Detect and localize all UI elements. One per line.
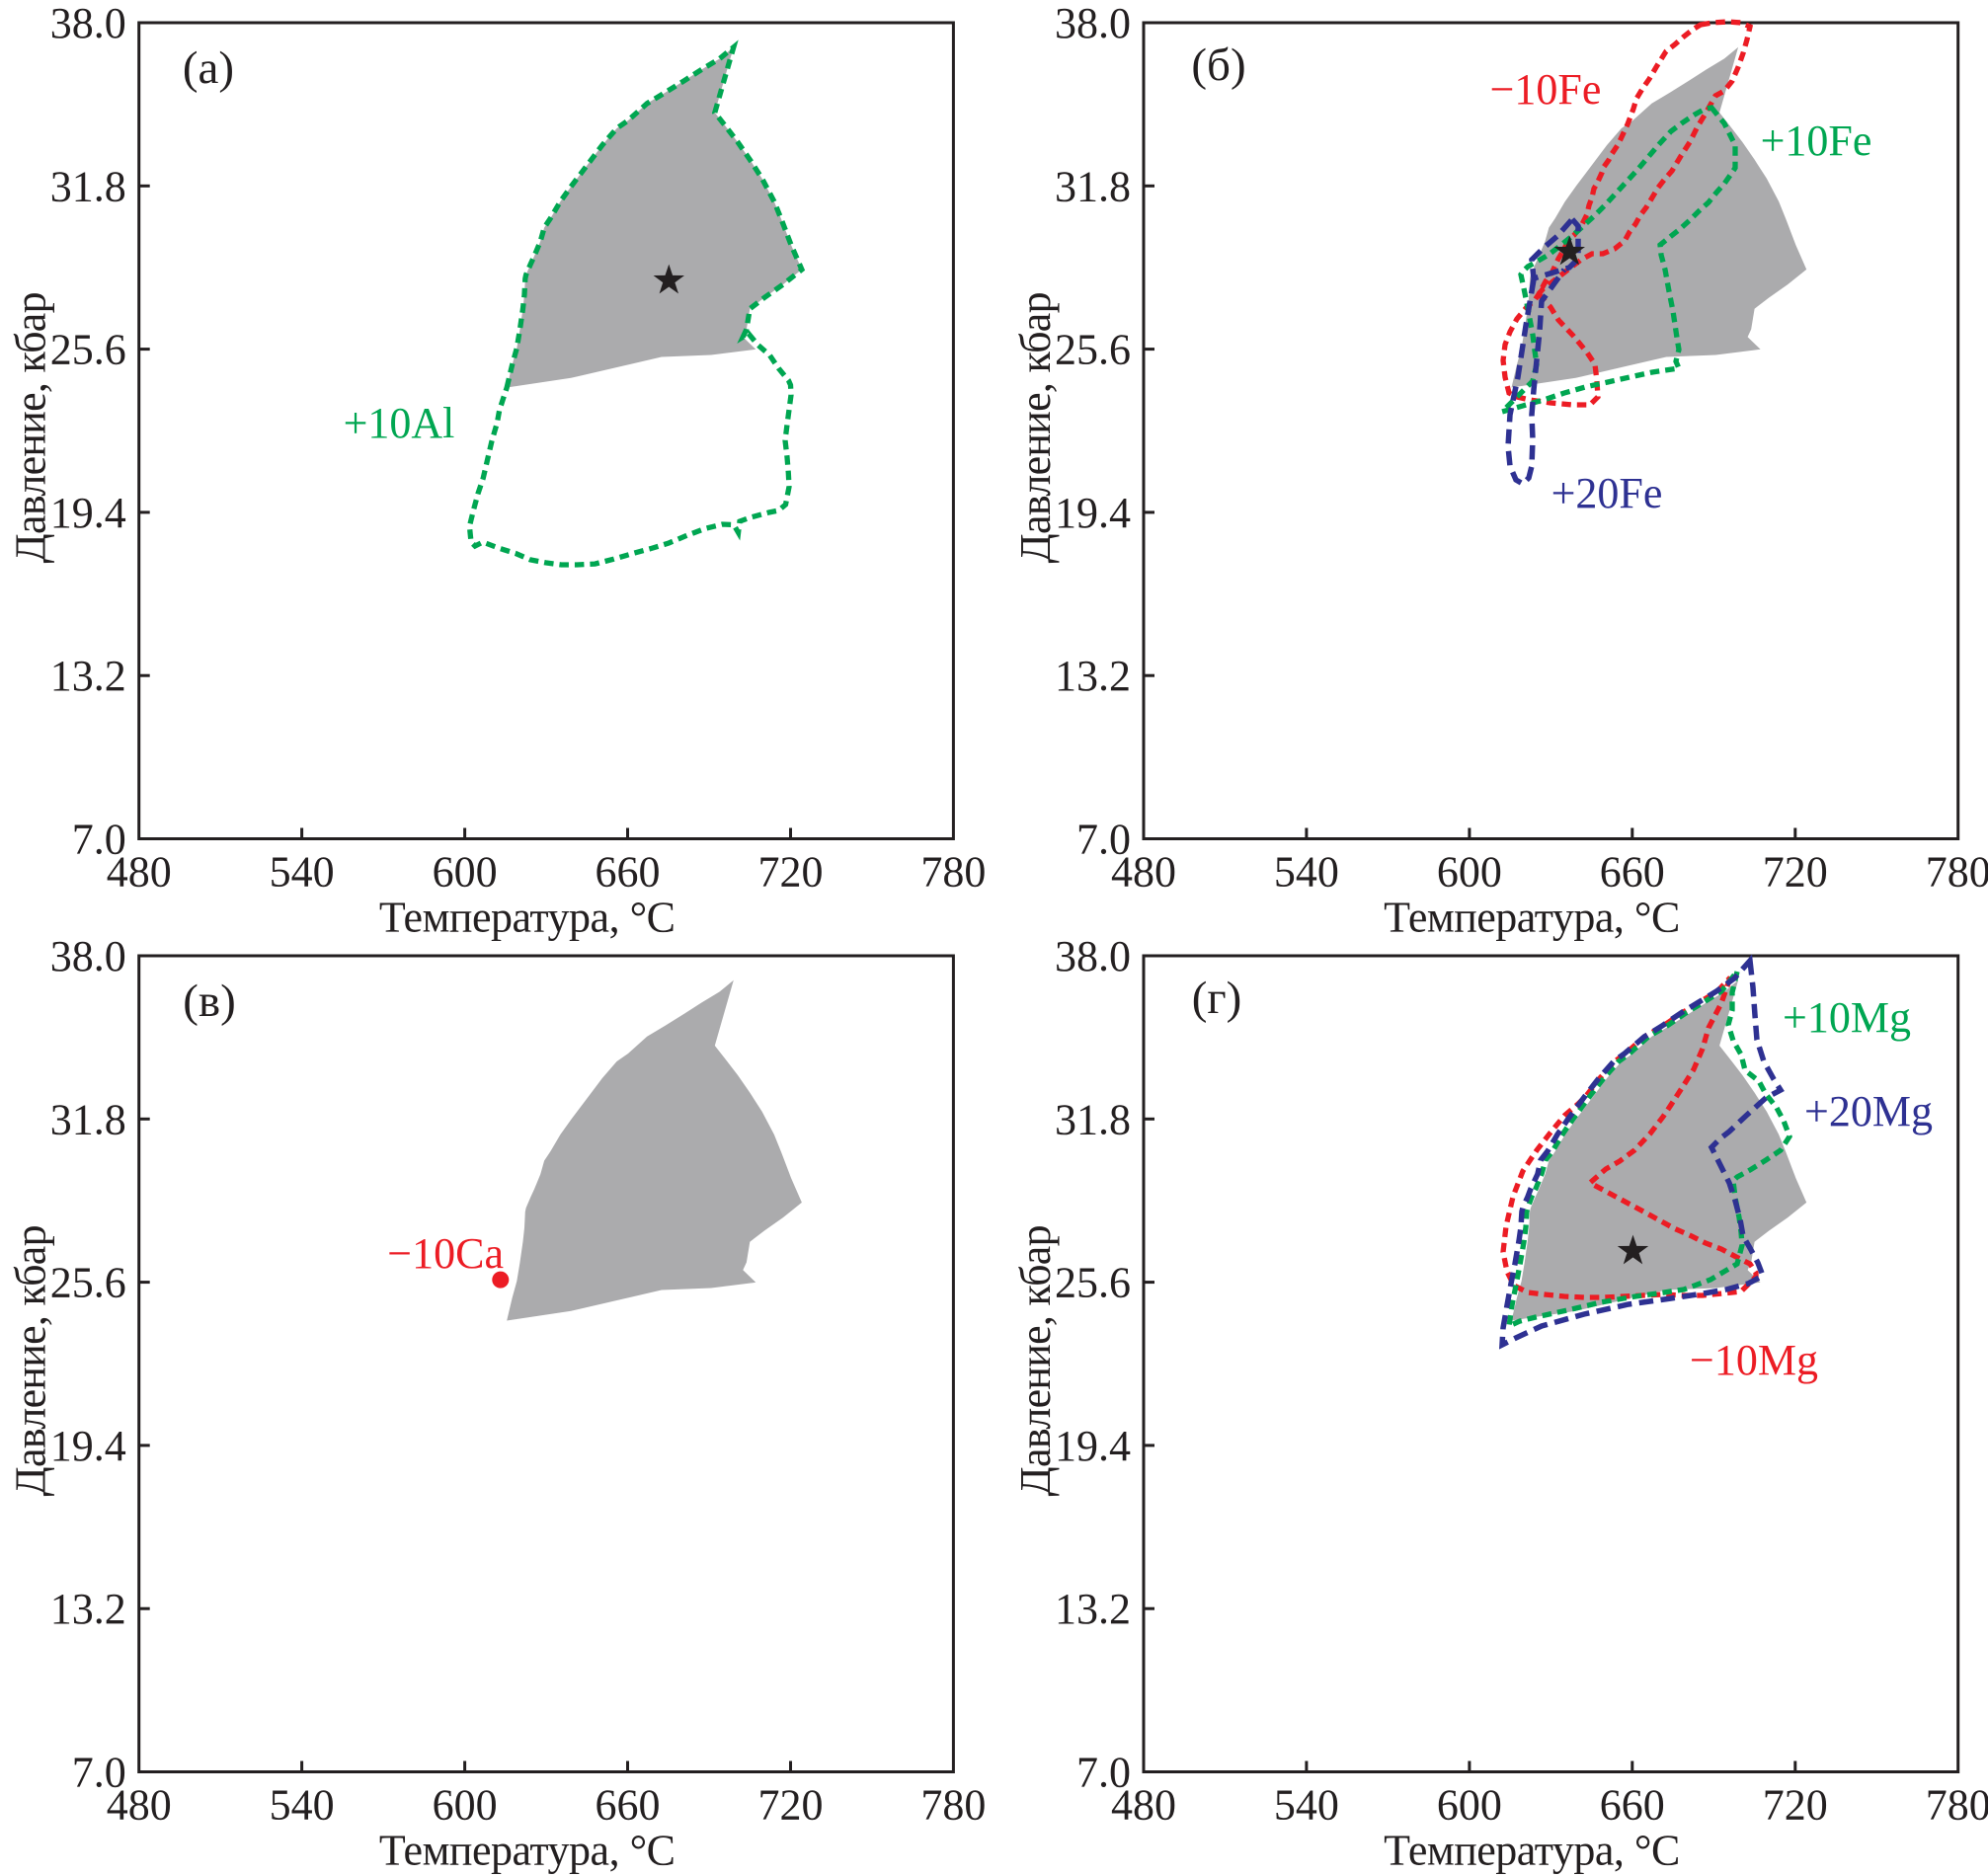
svg-text:13.2: 13.2 <box>1055 1585 1131 1633</box>
svg-text:600: 600 <box>433 1781 498 1830</box>
svg-text:780: 780 <box>920 848 986 897</box>
svg-text:+20Mg: +20Mg <box>1804 1087 1933 1135</box>
svg-text:38.0: 38.0 <box>1055 0 1131 47</box>
svg-text:480: 480 <box>107 1781 172 1830</box>
svg-text:(а): (а) <box>183 42 234 94</box>
svg-text:19.4: 19.4 <box>50 1422 126 1470</box>
svg-text:−10Ca: −10Ca <box>387 1229 504 1278</box>
svg-text:480: 480 <box>107 848 172 897</box>
svg-text:720: 720 <box>1763 848 1828 897</box>
svg-text:7.0: 7.0 <box>72 1749 126 1797</box>
svg-text:Температура, °C: Температура, °C <box>1384 1827 1680 1875</box>
svg-text:780: 780 <box>920 1781 986 1830</box>
svg-text:780: 780 <box>1926 1781 1988 1830</box>
svg-text:7.0: 7.0 <box>1076 1749 1131 1797</box>
svg-text:(в): (в) <box>183 976 236 1027</box>
svg-text:38.0: 38.0 <box>1055 932 1131 980</box>
svg-text:(г): (г) <box>1192 973 1242 1024</box>
svg-text:19.4: 19.4 <box>1055 489 1131 537</box>
svg-text:13.2: 13.2 <box>1055 652 1131 700</box>
svg-text:660: 660 <box>1600 1781 1665 1830</box>
svg-text:19.4: 19.4 <box>50 489 126 537</box>
svg-text:660: 660 <box>1600 848 1665 897</box>
svg-text:(б): (б) <box>1191 39 1245 91</box>
svg-text:38.0: 38.0 <box>50 0 126 47</box>
svg-text:25.6: 25.6 <box>1055 1259 1131 1307</box>
svg-text:600: 600 <box>1437 848 1502 897</box>
svg-text:7.0: 7.0 <box>1076 816 1131 864</box>
svg-text:600: 600 <box>433 848 498 897</box>
svg-text:31.8: 31.8 <box>1055 1095 1131 1143</box>
svg-text:+10Fe: +10Fe <box>1761 117 1872 165</box>
svg-text:7.0: 7.0 <box>72 816 126 864</box>
svg-text:Температура, °C: Температура, °C <box>1384 894 1680 942</box>
svg-text:780: 780 <box>1926 848 1988 897</box>
svg-text:19.4: 19.4 <box>1055 1422 1131 1470</box>
svg-text:480: 480 <box>1111 1781 1176 1830</box>
svg-text:540: 540 <box>270 1781 335 1830</box>
svg-text:660: 660 <box>596 848 661 897</box>
svg-text:31.8: 31.8 <box>50 1095 126 1143</box>
svg-text:540: 540 <box>1274 848 1339 897</box>
svg-text:13.2: 13.2 <box>50 652 126 700</box>
svg-text:25.6: 25.6 <box>50 1259 126 1307</box>
svg-text:Давление, кбар: Давление, кбар <box>1011 292 1060 563</box>
svg-text:13.2: 13.2 <box>50 1585 126 1633</box>
svg-text:31.8: 31.8 <box>1055 162 1131 210</box>
svg-text:38.0: 38.0 <box>50 932 126 980</box>
svg-text:600: 600 <box>1437 1781 1502 1830</box>
svg-text:+10Mg: +10Mg <box>1783 993 1911 1042</box>
svg-text:660: 660 <box>596 1781 661 1830</box>
svg-text:720: 720 <box>758 848 824 897</box>
svg-text:−10Fe: −10Fe <box>1490 65 1602 114</box>
svg-text:−10Mg: −10Mg <box>1690 1336 1818 1384</box>
svg-text:+10Al: +10Al <box>344 399 455 447</box>
svg-text:540: 540 <box>270 848 335 897</box>
svg-text:480: 480 <box>1111 848 1176 897</box>
svg-text:720: 720 <box>758 1781 824 1830</box>
svg-text:Температура, °C: Температура, °C <box>379 1827 676 1875</box>
svg-text:31.8: 31.8 <box>50 162 126 210</box>
svg-text:Давление, кбар: Давление, кбар <box>1011 1225 1060 1496</box>
svg-text:540: 540 <box>1274 1781 1339 1830</box>
svg-text:Давление, кбар: Давление, кбар <box>7 292 55 563</box>
svg-text:+20Fe: +20Fe <box>1551 469 1663 517</box>
svg-text:25.6: 25.6 <box>50 326 126 374</box>
svg-text:Давление, кбар: Давление, кбар <box>7 1225 55 1496</box>
svg-text:720: 720 <box>1763 1781 1828 1830</box>
svg-text:Температура, °C: Температура, °C <box>379 894 676 942</box>
svg-text:25.6: 25.6 <box>1055 326 1131 374</box>
